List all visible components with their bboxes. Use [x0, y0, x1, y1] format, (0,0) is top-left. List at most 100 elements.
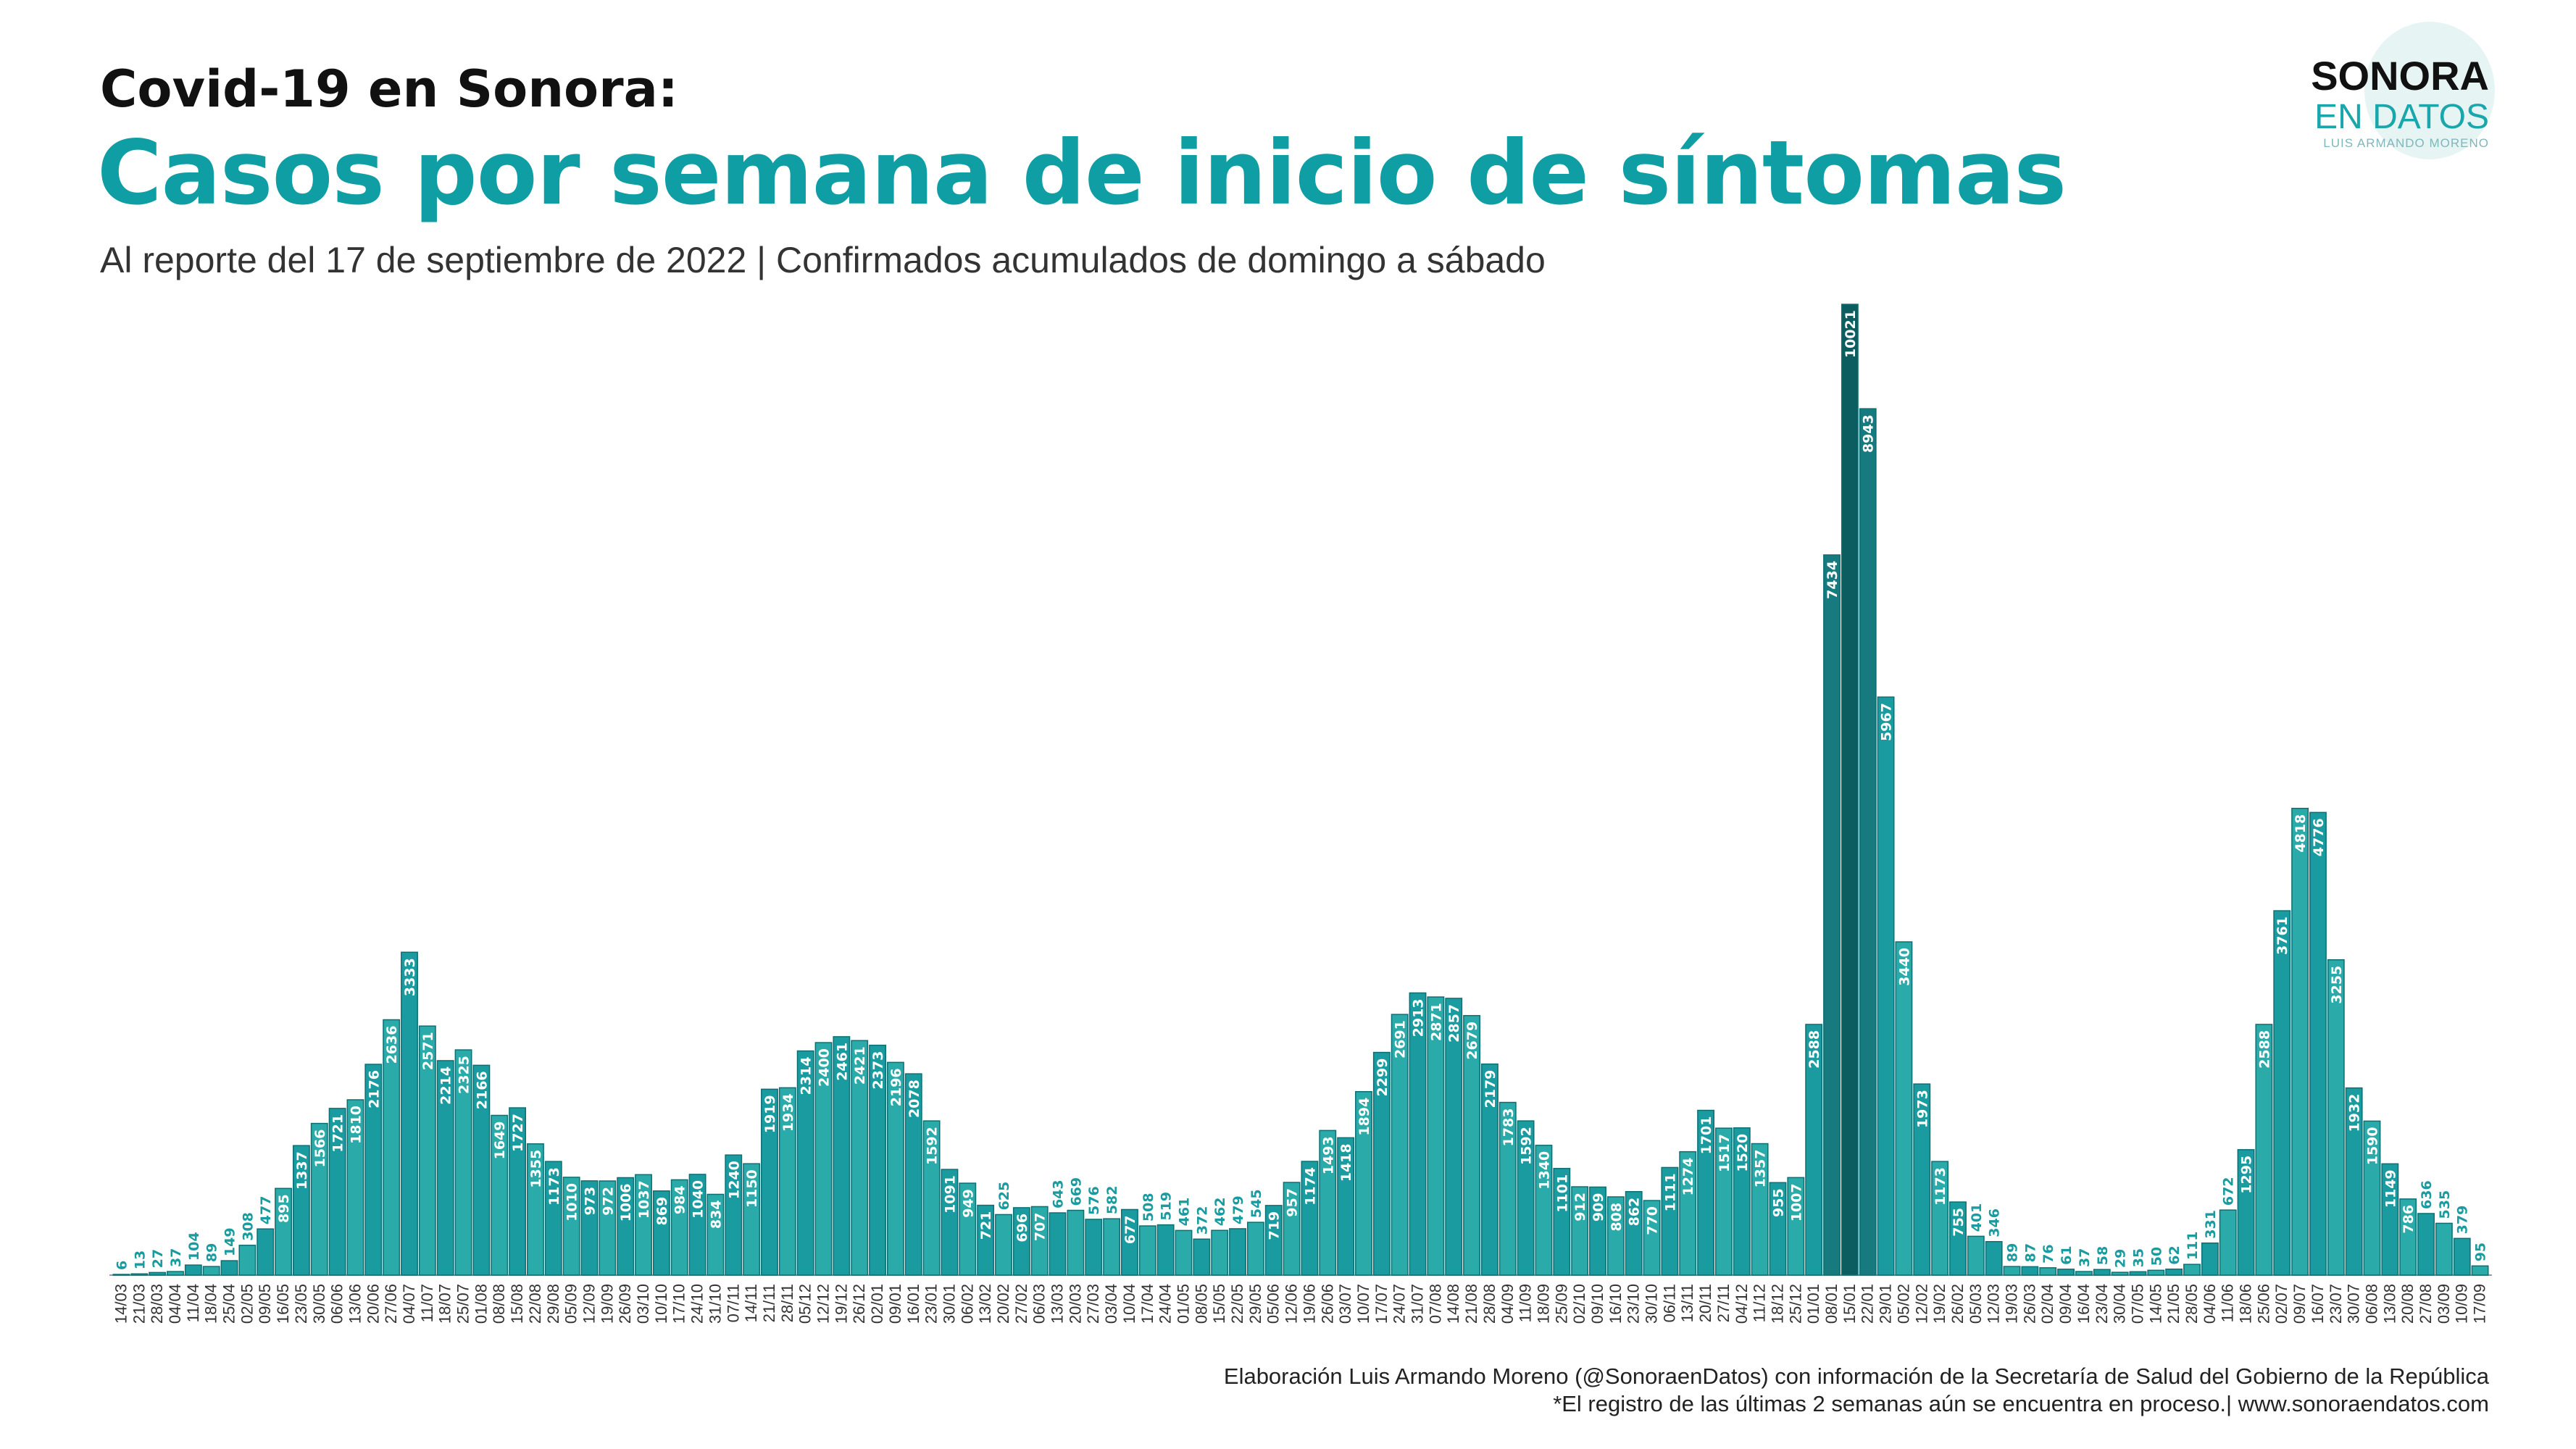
bar [275, 1187, 292, 1276]
bar [2417, 1213, 2435, 1276]
bar-value-label: 1932 [2347, 1094, 2363, 1132]
x-tick-label: 14/05 [2146, 1284, 2164, 1324]
x-tick-label: 12/03 [1985, 1284, 2003, 1324]
x-tick-label: 12/06 [1283, 1284, 1301, 1324]
brand-logo: SONORA EN DATOS LUIS ARMANDO MORENO [2277, 22, 2495, 167]
x-tick-label: 03/07 [1336, 1284, 1354, 1324]
bar [1319, 1129, 1337, 1276]
bar-value-label: 582 [1104, 1186, 1120, 1215]
bar [2021, 1266, 2039, 1276]
x-tick-label: 10/09 [2453, 1284, 2471, 1324]
x-tick-label: 20/02 [994, 1284, 1012, 1324]
x-tick-label: 10/07 [1354, 1284, 1372, 1324]
bar [635, 1174, 652, 1276]
bar-value-label: 308 [240, 1212, 256, 1241]
bar-value-label: 1592 [925, 1127, 941, 1165]
bar [1895, 941, 1913, 1276]
bar-value-label: 6 [114, 1261, 130, 1270]
bar [2183, 1264, 2201, 1276]
bar [2291, 807, 2309, 1276]
x-tick-label: 14/08 [1444, 1284, 1462, 1324]
x-tick-label: 08/05 [1192, 1284, 1210, 1324]
bar-value-label: 1357 [1753, 1150, 1769, 1188]
bar-value-label: 2373 [870, 1051, 886, 1090]
x-tick-label: 18/09 [1534, 1284, 1552, 1324]
bar [2435, 1222, 2453, 1276]
x-tick-label: 08/08 [490, 1284, 508, 1324]
bar [1967, 1235, 1985, 1276]
bar [1787, 1177, 1805, 1276]
bar [491, 1114, 509, 1276]
x-tick-label: 16/04 [2075, 1284, 2093, 1324]
bar-value-label: 707 [1033, 1212, 1049, 1241]
x-tick-label: 06/03 [1030, 1284, 1049, 1324]
bar [1913, 1083, 1931, 1276]
bar-value-label: 5967 [1879, 703, 1895, 741]
bar-value-label: 1295 [2239, 1156, 2255, 1194]
bar [1301, 1161, 1319, 1276]
x-tick-label: 11/12 [1751, 1284, 1769, 1322]
x-tick-label: 16/10 [1606, 1284, 1625, 1324]
bar [257, 1228, 275, 1276]
x-tick-label: 26/03 [2020, 1284, 2038, 1324]
x-tick-label: 27/02 [1012, 1284, 1030, 1324]
bar-value-label: 2871 [1428, 1003, 1444, 1041]
bar [886, 1061, 904, 1276]
bar [2075, 1271, 2093, 1276]
x-tick-label: 31/07 [1409, 1284, 1427, 1324]
bar [2111, 1271, 2129, 1276]
bar-value-label: 636 [2419, 1180, 2435, 1209]
bar-value-label: 4776 [2311, 818, 2327, 856]
bar [2381, 1163, 2399, 1276]
bar [796, 1050, 814, 1276]
x-tick-label: 06/11 [1660, 1284, 1678, 1322]
bar-value-label: 13 [132, 1250, 148, 1269]
x-tick-label: 20/06 [364, 1284, 382, 1324]
bar-value-label: 862 [1627, 1198, 1643, 1227]
bar-value-label: 76 [2041, 1244, 2056, 1263]
x-tick-label: 16/05 [274, 1284, 292, 1324]
x-tick-label: 17/10 [670, 1284, 688, 1324]
x-tick-label: 06/08 [2362, 1284, 2380, 1324]
bar [130, 1273, 149, 1276]
bar-value-label: 519 [1159, 1192, 1175, 1221]
bar [2003, 1266, 2021, 1276]
x-tick-label: 18/12 [1768, 1284, 1786, 1324]
bar-value-label: 50 [2148, 1247, 2164, 1266]
bar-value-label: 643 [1051, 1179, 1067, 1208]
x-tick-label: 21/11 [760, 1284, 778, 1322]
bar [1193, 1238, 1211, 1276]
x-tick-label: 15/05 [1210, 1284, 1228, 1324]
bar [814, 1042, 833, 1276]
bar-value-label: 3440 [1896, 948, 1912, 986]
x-tick-label: 13/03 [1049, 1284, 1067, 1324]
bar [1859, 408, 1877, 1276]
x-tick-label: 28/05 [2183, 1284, 2201, 1324]
bar [1949, 1201, 1967, 1276]
x-tick-label: 28/03 [148, 1284, 166, 1324]
bar-value-label: 834 [708, 1200, 724, 1229]
bar [995, 1214, 1012, 1276]
bar-value-label: 1040 [691, 1180, 706, 1219]
bar [1715, 1127, 1733, 1276]
x-tick-label: 31/10 [706, 1284, 724, 1324]
x-tick-label: 28/11 [778, 1284, 796, 1322]
bar [383, 1019, 401, 1276]
bar [436, 1060, 454, 1276]
bar-value-label: 869 [654, 1197, 670, 1226]
bar [2039, 1267, 2057, 1276]
bar-value-label: 973 [582, 1187, 598, 1216]
x-tick-label: 02/07 [2272, 1284, 2291, 1324]
bar [184, 1264, 202, 1276]
bar [869, 1044, 886, 1276]
x-tick-label: 02/05 [238, 1284, 256, 1324]
bar [2057, 1269, 2075, 1276]
bar-value-label: 27 [150, 1249, 166, 1268]
x-tick-label: 05/12 [796, 1284, 814, 1324]
bar-value-label: 2299 [1375, 1058, 1391, 1097]
x-tick-label: 21/03 [130, 1284, 148, 1324]
x-tick-label: 04/12 [1733, 1284, 1751, 1324]
bar-value-label: 1590 [2364, 1127, 2380, 1165]
x-tick-label: 26/12 [850, 1284, 868, 1324]
